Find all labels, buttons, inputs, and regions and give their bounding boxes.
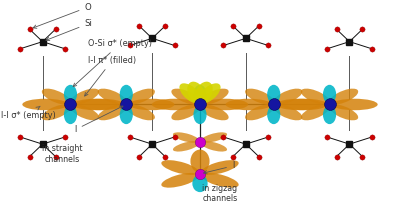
Ellipse shape: [42, 89, 70, 105]
Ellipse shape: [42, 104, 70, 120]
Ellipse shape: [200, 89, 229, 105]
Ellipse shape: [195, 82, 213, 103]
Ellipse shape: [201, 160, 239, 175]
Ellipse shape: [201, 173, 239, 188]
Ellipse shape: [171, 89, 200, 105]
Ellipse shape: [201, 132, 227, 143]
Text: I: I: [204, 161, 234, 174]
Ellipse shape: [73, 99, 118, 110]
Ellipse shape: [179, 83, 202, 104]
Ellipse shape: [120, 105, 133, 124]
Ellipse shape: [187, 82, 205, 103]
Ellipse shape: [78, 99, 124, 110]
Ellipse shape: [126, 89, 155, 105]
Ellipse shape: [171, 104, 200, 120]
Ellipse shape: [274, 89, 302, 105]
Ellipse shape: [323, 105, 336, 124]
Ellipse shape: [194, 85, 206, 103]
Ellipse shape: [330, 89, 358, 105]
Ellipse shape: [267, 85, 280, 103]
Ellipse shape: [267, 105, 280, 124]
Ellipse shape: [276, 99, 322, 110]
Text: in zigzag
channels: in zigzag channels: [202, 184, 238, 203]
Ellipse shape: [98, 104, 126, 120]
Ellipse shape: [245, 89, 274, 105]
Ellipse shape: [332, 99, 378, 110]
Ellipse shape: [190, 150, 210, 173]
Ellipse shape: [126, 104, 155, 120]
Ellipse shape: [128, 99, 174, 110]
Ellipse shape: [70, 89, 99, 105]
Ellipse shape: [301, 89, 330, 105]
Ellipse shape: [198, 83, 221, 104]
Ellipse shape: [98, 89, 126, 105]
Ellipse shape: [323, 85, 336, 103]
Ellipse shape: [64, 105, 77, 124]
Ellipse shape: [22, 99, 68, 110]
Ellipse shape: [70, 104, 99, 120]
Ellipse shape: [330, 104, 358, 120]
Text: in straight
channels: in straight channels: [42, 144, 83, 164]
Ellipse shape: [192, 175, 208, 192]
Ellipse shape: [161, 173, 199, 188]
Ellipse shape: [161, 160, 199, 175]
Ellipse shape: [274, 104, 302, 120]
Text: O: O: [33, 3, 91, 28]
Text: I-I σ* (empty): I-I σ* (empty): [1, 106, 56, 120]
Ellipse shape: [226, 99, 272, 110]
Ellipse shape: [201, 141, 227, 152]
Ellipse shape: [173, 132, 199, 143]
Text: O-Si σ* (empty): O-Si σ* (empty): [73, 39, 152, 87]
Ellipse shape: [64, 85, 77, 103]
Ellipse shape: [120, 85, 133, 103]
Ellipse shape: [173, 141, 199, 152]
Ellipse shape: [200, 104, 229, 120]
Ellipse shape: [282, 99, 327, 110]
Ellipse shape: [245, 104, 274, 120]
Ellipse shape: [194, 105, 206, 124]
Text: I: I: [74, 106, 123, 134]
Ellipse shape: [152, 99, 198, 110]
Ellipse shape: [301, 104, 330, 120]
Text: Si: Si: [46, 19, 92, 41]
Text: I-I π* (filled): I-I π* (filled): [85, 56, 136, 96]
Ellipse shape: [202, 99, 248, 110]
